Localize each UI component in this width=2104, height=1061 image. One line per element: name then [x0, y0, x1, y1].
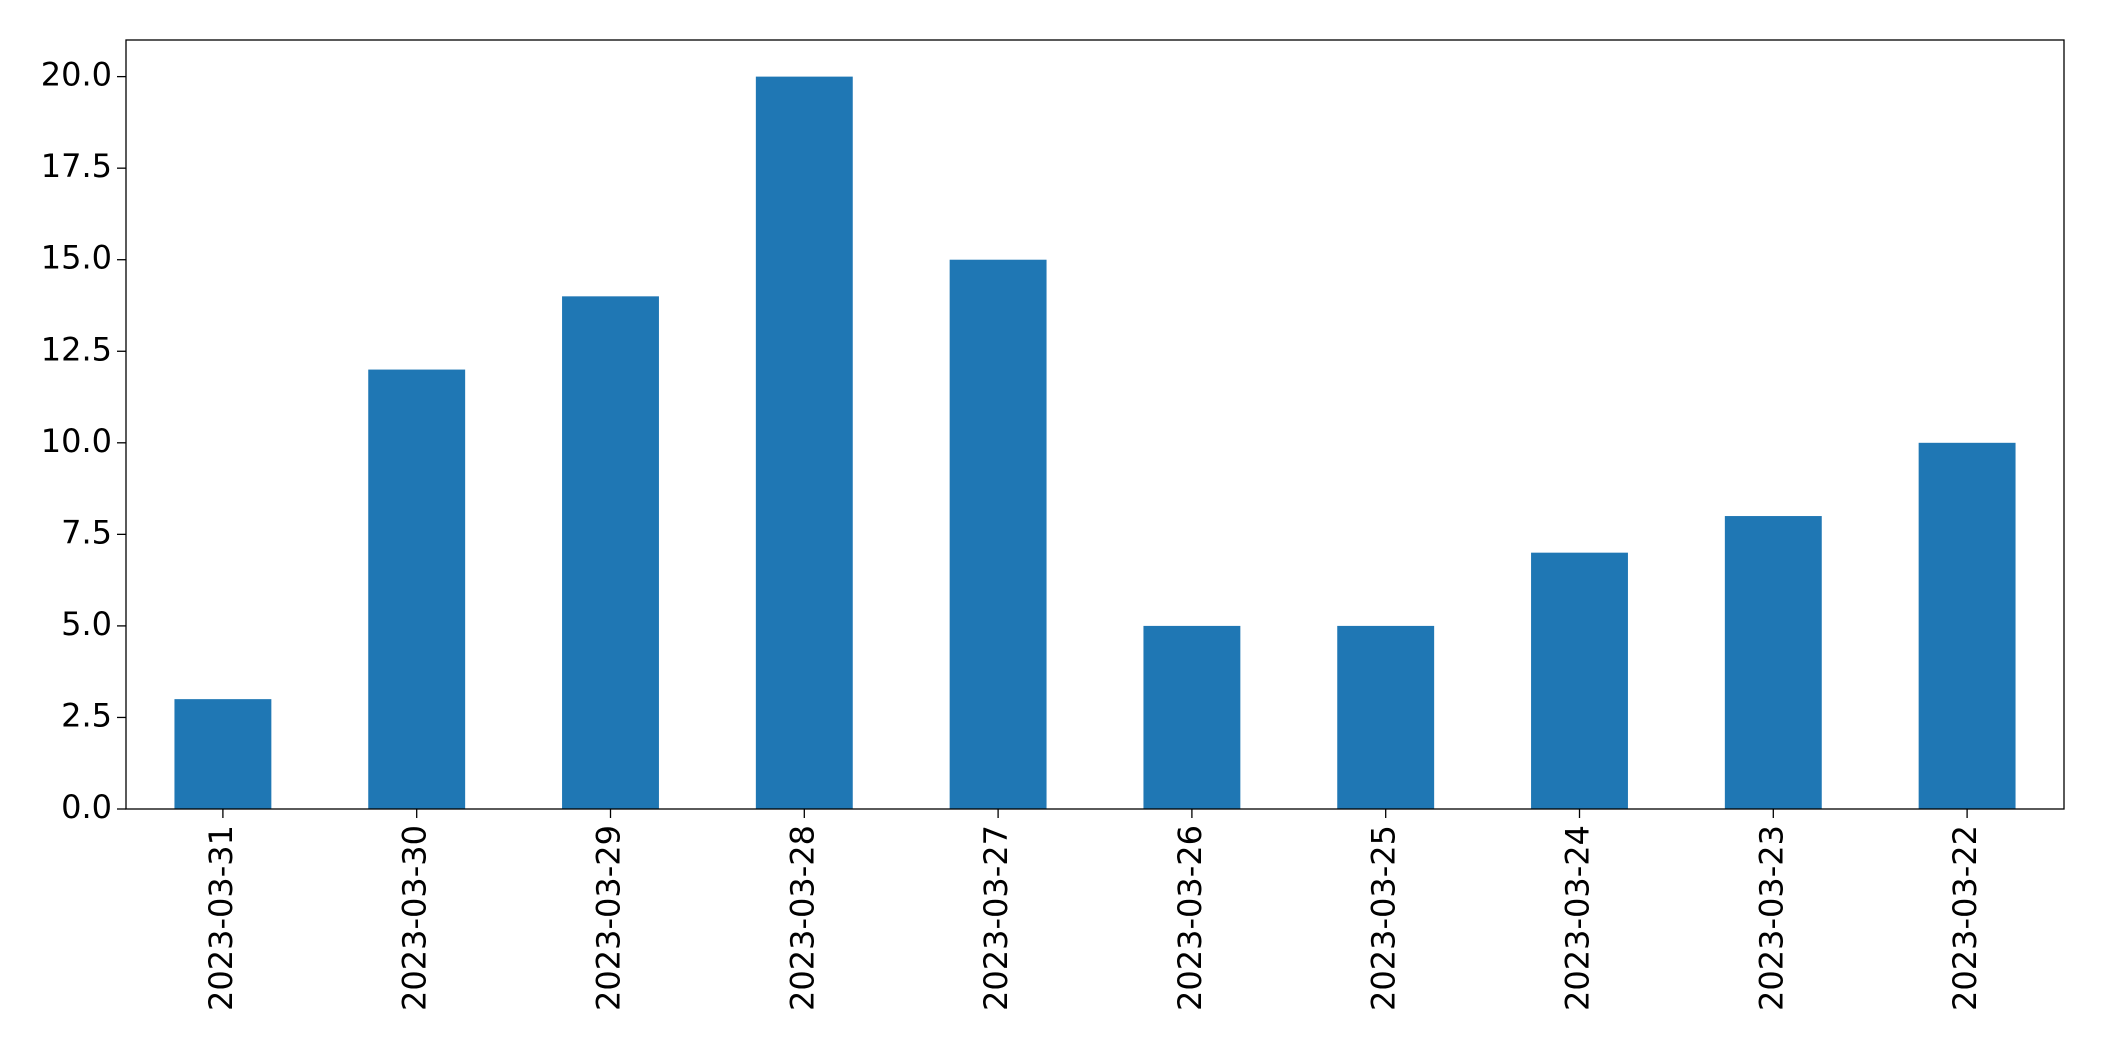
- x-tick-label: 2023-03-26: [1171, 825, 1209, 1011]
- x-tick-label: 2023-03-29: [590, 825, 628, 1011]
- bar: [1724, 516, 1822, 809]
- y-tick-label: 10.0: [41, 422, 112, 460]
- y-tick-label: 0.0: [61, 788, 112, 826]
- x-tick-label: 2023-03-25: [1365, 825, 1403, 1011]
- bar: [1918, 442, 2016, 809]
- y-tick-label: 15.0: [41, 239, 112, 277]
- bar: [1337, 625, 1435, 809]
- bar: [755, 76, 853, 810]
- bar: [949, 259, 1047, 809]
- y-tick-label: 7.5: [61, 513, 112, 551]
- y-tick-label: 5.0: [61, 605, 112, 643]
- bar: [368, 369, 466, 809]
- x-tick-label: 2023-03-30: [396, 825, 434, 1011]
- bar: [1143, 625, 1241, 809]
- plot-frame: [125, 39, 2065, 810]
- bar: [1531, 552, 1628, 809]
- x-tick-label: 2023-03-22: [1946, 825, 1984, 1011]
- bar: [174, 699, 272, 809]
- bar: [562, 296, 659, 809]
- y-tick-label: 20.0: [41, 56, 112, 94]
- x-tick-label: 2023-03-28: [783, 825, 821, 1011]
- y-tick-label: 2.5: [61, 696, 112, 734]
- y-tick-label: 17.5: [41, 147, 112, 185]
- x-tick-label: 2023-03-31: [202, 825, 240, 1011]
- y-tick-label: 12.5: [41, 330, 112, 368]
- x-tick-label: 2023-03-27: [977, 825, 1015, 1011]
- x-tick-label: 2023-03-23: [1752, 825, 1790, 1011]
- x-tick-label: 2023-03-24: [1559, 825, 1597, 1011]
